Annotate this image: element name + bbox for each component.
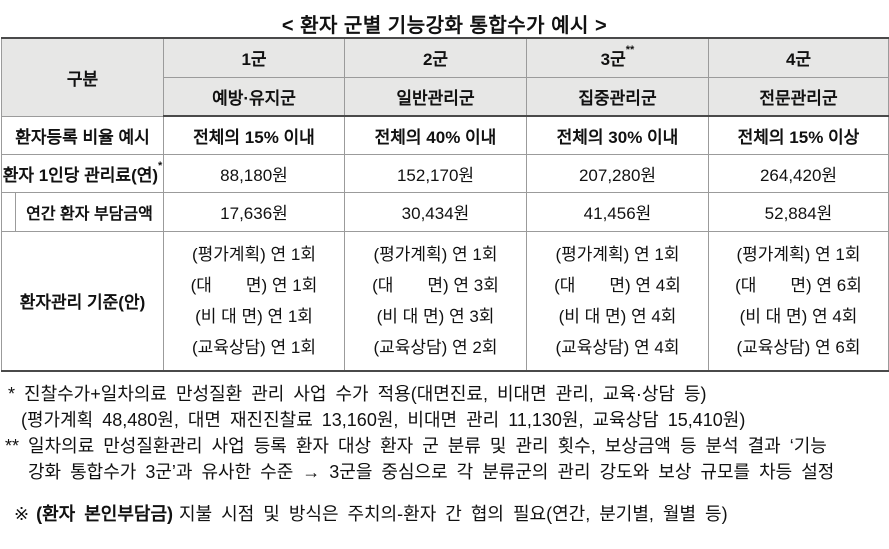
note-patient-copayment-bold: (환자 본인부담금) bbox=[36, 504, 174, 524]
column-header-group1: 1군 bbox=[163, 37, 345, 78]
patient-copay-label-box: 연간 환자 부담금액 bbox=[15, 192, 163, 231]
column-subheader-group2: 일반관리군 bbox=[344, 76, 527, 117]
row-label-annual-fee: 환자 1인당 관리료(연)* bbox=[1, 153, 164, 193]
column-header-group3: 3군** bbox=[526, 37, 709, 78]
page-title: < 환자 군별 기능강화 통합수가 예시 > bbox=[281, 15, 608, 37]
registration-value-group2: 전체의 40% 이내 bbox=[344, 115, 527, 155]
annual-fee-value-group2: 152,170원 bbox=[344, 153, 527, 193]
note-patient-copayment-rest: 지불 시점 및 방식은 주치의-환자 간 협의 필요(연간, 분기별, 월별 등… bbox=[179, 504, 728, 524]
footnote-fee-application-line1: * 진찰수가+일차의료 만성질환 관리 사업 수가 적용(대면진료, 비대면 관… bbox=[8, 384, 707, 404]
footnotes: * 진찰수가+일차의료 만성질환 관리 사업 수가 적용(대면진료, 비대면 관… bbox=[0, 381, 889, 485]
registration-value-group3: 전체의 30% 이내 bbox=[526, 115, 709, 155]
note-patient-copayment: ※ (환자 본인부담금) 지불 시점 및 방식은 주치의-환자 간 협의 필요(연간… bbox=[0, 500, 889, 526]
table-row-registration: 환자등록 비율 예시 전체의 15% 이내 전체의 40% 이내 전체의 30%… bbox=[1, 115, 889, 155]
row-label-patient-copay: 연간 환자 부담금액 bbox=[1, 191, 164, 232]
column-header-group2: 2군 bbox=[344, 37, 527, 78]
annual-fee-label-text: 환자 1인당 관리료(연) bbox=[2, 165, 159, 185]
column-subheader-group3: 집중관리군 bbox=[526, 76, 709, 117]
management-value-group1: (평가계획) 연 1회 (대 면) 연 1회 (비 대 면) 연 1회 (교육상… bbox=[163, 230, 345, 372]
column-subheader-group4: 전문관리군 bbox=[708, 76, 889, 117]
group3-sup: ** bbox=[625, 44, 635, 57]
table-row-patient-copay: 연간 환자 부담금액 17,636원 30,434원 41,456원 52,88… bbox=[1, 191, 889, 232]
group4-id: 4군 bbox=[785, 50, 812, 70]
column-header-group4: 4군 bbox=[708, 37, 889, 78]
footnote-group-basis-line2: 강화 통합수가 3군’과 유사한 수준 → 3군을 중심으로 각 분류군의 관리… bbox=[28, 462, 835, 482]
reference-mark: ※ bbox=[14, 504, 30, 524]
annual-fee-sup: * bbox=[158, 159, 163, 172]
group2-id: 2군 bbox=[422, 50, 449, 70]
annual-fee-value-group4: 264,420원 bbox=[708, 153, 889, 193]
patient-copay-value-group2: 30,434원 bbox=[344, 191, 527, 232]
registration-value-group4: 전체의 15% 이상 bbox=[708, 115, 889, 155]
management-value-group2: (평가계획) 연 1회 (대 면) 연 3회 (비 대 면) 연 3회 (교육상… bbox=[344, 230, 527, 372]
table-row-management: 환자관리 기준(안) (평가계획) 연 1회 (대 면) 연 1회 (비 대 면… bbox=[1, 230, 889, 372]
management-value-group3: (평가계획) 연 1회 (대 면) 연 4회 (비 대 면) 연 4회 (교육상… bbox=[526, 230, 709, 372]
footnote-fee-application-line2: (평가계획 48,480원, 대면 재진진찰료 13,160원, 비대면 관리 … bbox=[21, 410, 746, 430]
registration-value-group1: 전체의 15% 이내 bbox=[163, 115, 345, 155]
column-subheader-group1: 예방·유지군 bbox=[163, 76, 345, 117]
group3-id: 3군 bbox=[600, 50, 626, 70]
corner-header: 구분 bbox=[1, 37, 164, 117]
annual-fee-value-group1: 88,180원 bbox=[163, 153, 345, 193]
footnote-group-basis-line1: ** 일차의료 만성질환관리 사업 등록 환자 대상 환자 군 분류 및 관리 … bbox=[5, 436, 827, 456]
patient-copay-value-group1: 17,636원 bbox=[163, 191, 345, 232]
fee-table: 구분 1군 2군 3군** 4군 예방·유지군 일반관리군 집중관리군 전문관리… bbox=[1, 37, 889, 372]
corner-label: 구분 bbox=[66, 69, 99, 89]
group1-id: 1군 bbox=[241, 50, 267, 70]
annual-fee-value-group3: 207,280원 bbox=[526, 153, 709, 193]
row-label-management: 환자관리 기준(안) bbox=[1, 230, 164, 372]
management-value-group4: (평가계획) 연 1회 (대 면) 연 6회 (비 대 면) 연 4회 (교육상… bbox=[708, 230, 889, 372]
patient-copay-value-group3: 41,456원 bbox=[526, 191, 709, 232]
table-row-annual-fee: 환자 1인당 관리료(연)* 88,180원 152,170원 207,280원… bbox=[1, 153, 889, 193]
patient-copay-value-group4: 52,884원 bbox=[708, 191, 889, 232]
row-label-registration: 환자등록 비율 예시 bbox=[1, 115, 164, 155]
